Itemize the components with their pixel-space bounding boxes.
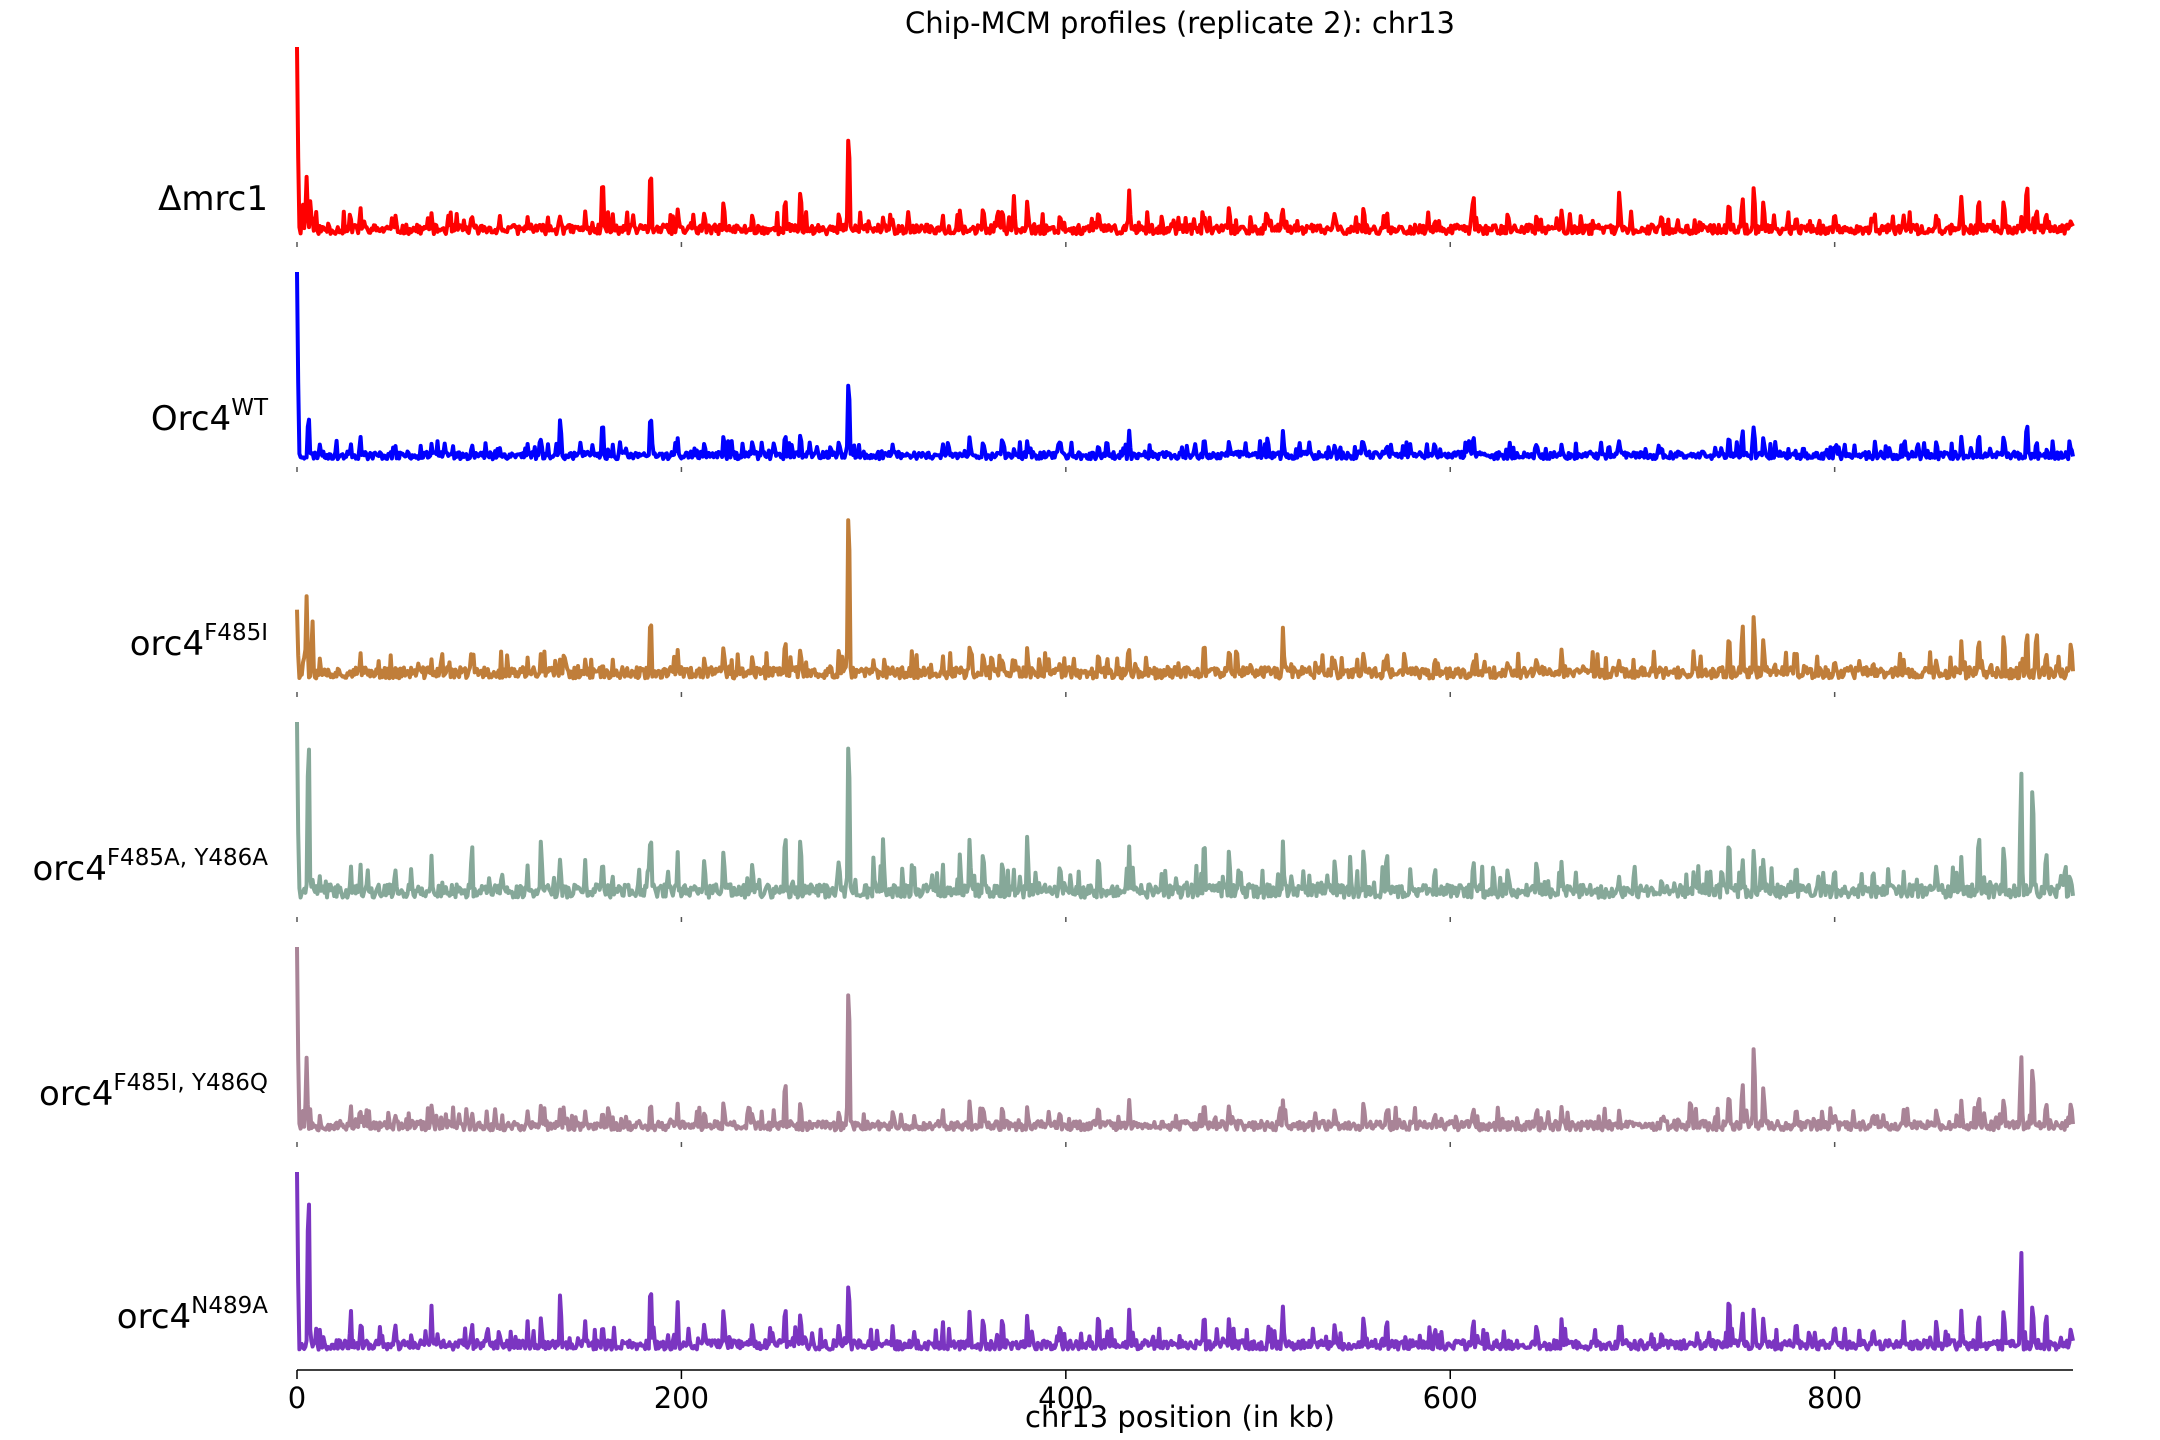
track-1: Δmrc1 [158,46,2075,247]
series-line-6 [295,1171,2075,1352]
series-line-4 [295,721,2075,900]
chart-title: Chip-MCM profiles (replicate 2): chr13 [905,6,1455,40]
x-axis: 0 200 400 600 800 [288,1369,2073,1415]
series-line-5 [295,946,2075,1133]
series-label-3: orc4F485I [130,620,268,664]
x-axis-label: chr13 position (in kb) [1025,1400,1335,1434]
x-tick-label-4: 800 [1807,1381,1862,1415]
track-5: orc4F485I, Y486Q [39,946,2075,1147]
series-line-1 [295,46,2075,237]
track-3: orc4F485I [130,518,2075,697]
series-label-6: orc4N489A [117,1293,268,1337]
track-6: orc4N489A [117,1171,2075,1352]
track-2: Orc4WT [151,271,2075,472]
series-label-5: orc4F485I, Y486Q [39,1070,268,1114]
x-tick-label-0: 0 [288,1381,306,1415]
series-line-3 [295,518,2075,681]
series-label-1: Δmrc1 [158,179,268,219]
x-tick-label-1: 200 [654,1381,709,1415]
series-label-2: Orc4WT [151,395,269,439]
track-4: orc4F485A, Y486A [32,721,2075,922]
tracks-group: Δmrc1 Orc4WT orc4F485I orc4F485A, Y486A orc4… [32,46,2075,1352]
x-tick-label-3: 600 [1423,1381,1478,1415]
series-label-4: orc4F485A, Y486A [32,845,268,889]
series-line-2 [295,271,2075,462]
x-tick-label-2: 400 [1038,1381,1093,1415]
